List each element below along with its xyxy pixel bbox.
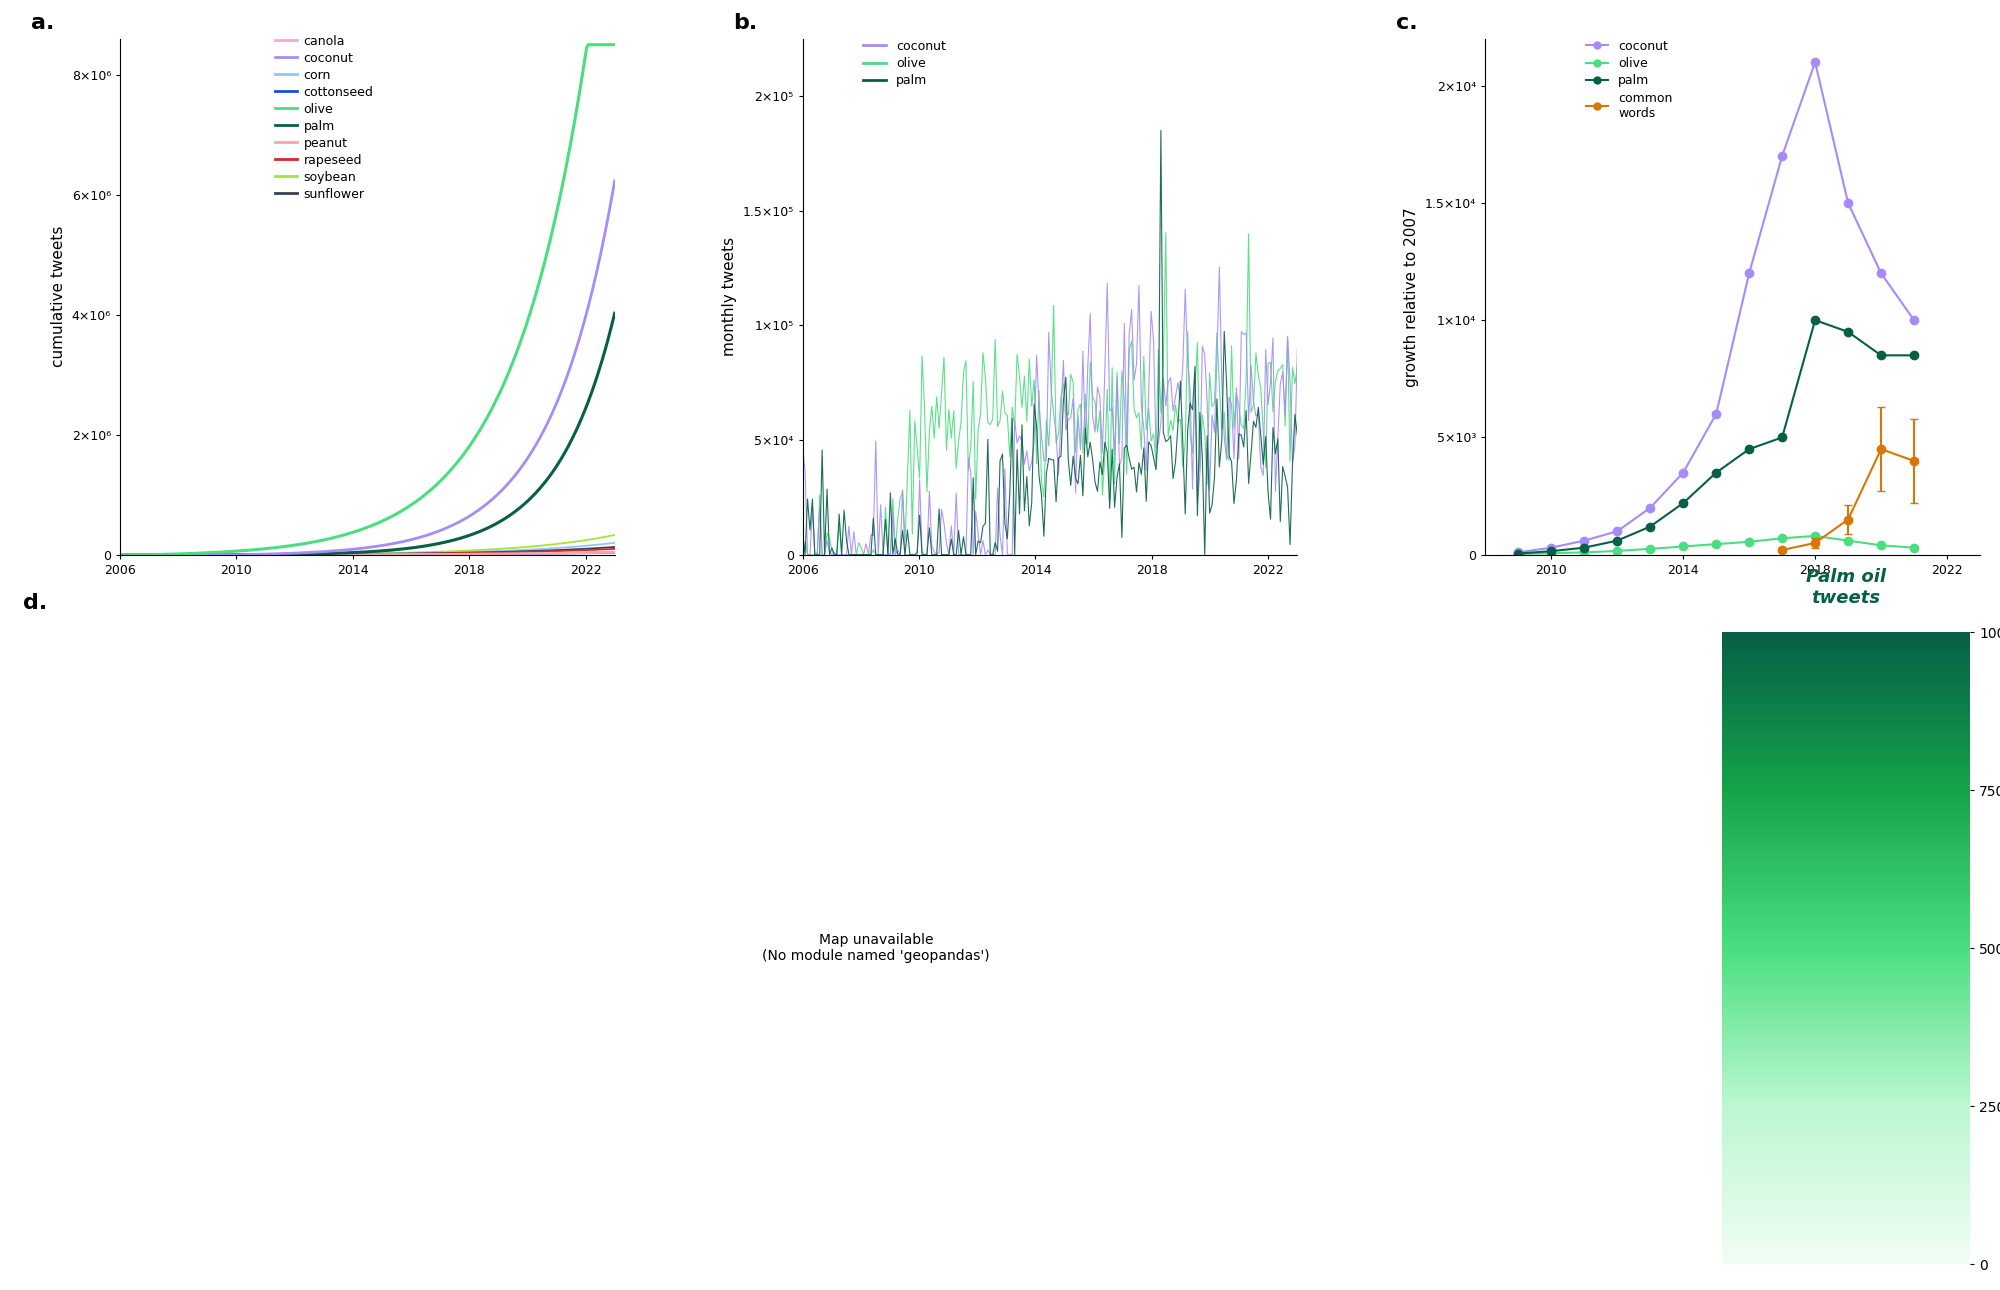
Y-axis label: monthly tweets: monthly tweets [722, 237, 736, 356]
Text: Map unavailable
(No module named 'geopandas'): Map unavailable (No module named 'geopan… [762, 933, 990, 964]
Text: d.: d. [24, 593, 48, 613]
Text: a.: a. [30, 13, 54, 34]
Text: c.: c. [1396, 13, 1418, 34]
Legend: canola, coconut, corn, cottonseed, olive, palm, peanut, rapeseed, soybean, sunfl: canola, coconut, corn, cottonseed, olive… [274, 35, 374, 201]
Text: Palm oil
tweets: Palm oil tweets [1806, 568, 1886, 606]
Y-axis label: growth relative to 2007: growth relative to 2007 [1404, 206, 1420, 387]
Y-axis label: cumulative tweets: cumulative tweets [52, 226, 66, 368]
Legend: coconut, olive, palm: coconut, olive, palm [858, 35, 950, 93]
Legend: coconut, olive, palm, common
words: coconut, olive, palm, common words [1580, 35, 1678, 125]
Text: b.: b. [734, 13, 758, 34]
